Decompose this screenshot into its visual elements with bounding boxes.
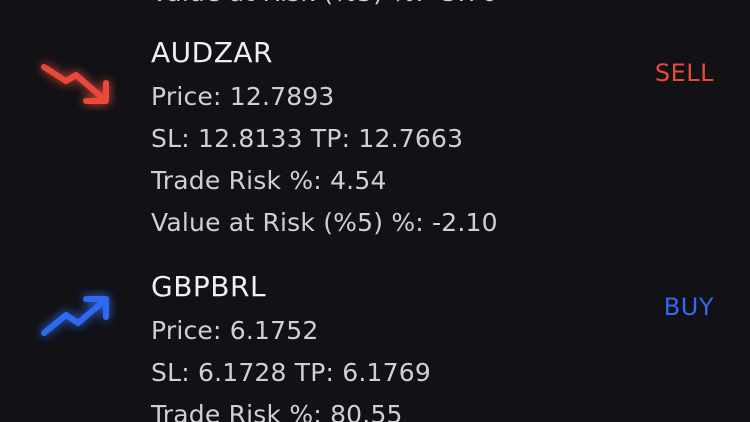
signal-card-previous[interactable]: Value at Risk (%5) %: -3.70 — [0, 0, 750, 13]
price-text: Price: 12.7893 — [151, 82, 335, 111]
value-at-risk-text: Value at Risk (%5) %: -2.10 — [151, 208, 498, 237]
sell-action-label[interactable]: SELL — [654, 59, 714, 87]
symbol-name: AUDZAR — [151, 36, 273, 69]
trend-up-icon — [41, 296, 109, 336]
signal-card-gbpbrl[interactable]: GBPBRL BUY Price: 6.1752 SL: 6.1728 TP: … — [0, 247, 750, 422]
signal-card-audzar[interactable]: AUDZAR SELL Price: 12.7893 SL: 12.8133 T… — [0, 13, 750, 247]
trend-down-icon — [41, 64, 109, 104]
buy-action-label[interactable]: BUY — [663, 293, 714, 321]
symbol-name: GBPBRL — [151, 270, 267, 303]
trade-risk-text: Trade Risk %: 80.55 — [151, 400, 403, 422]
price-text: Price: 6.1752 — [151, 316, 319, 345]
value-at-risk-text: Value at Risk (%5) %: -3.70 — [151, 0, 498, 9]
trade-risk-text: Trade Risk %: 4.54 — [151, 166, 387, 195]
sl-tp-text: SL: 12.8133 TP: 12.7663 — [151, 124, 464, 153]
sl-tp-text: SL: 6.1728 TP: 6.1769 — [151, 358, 431, 387]
